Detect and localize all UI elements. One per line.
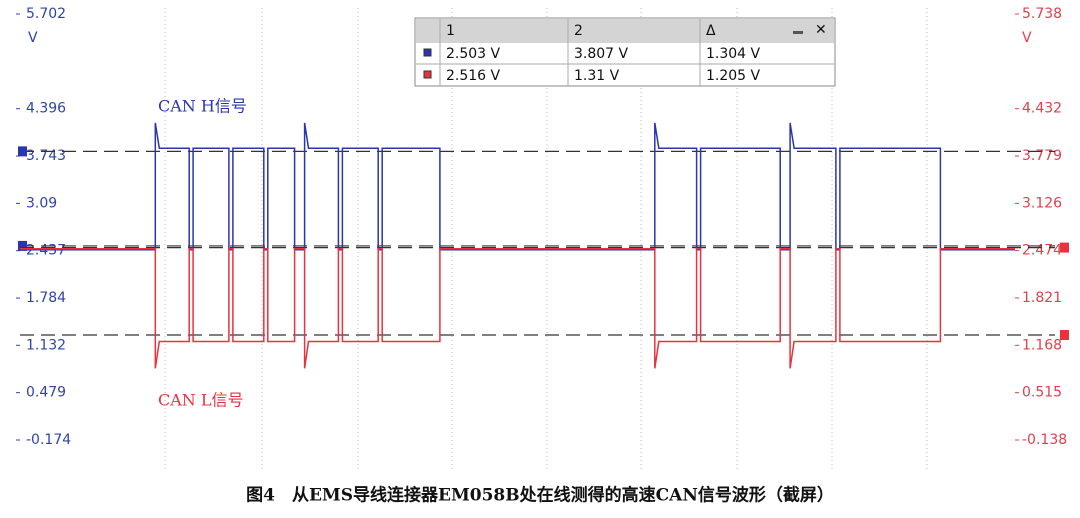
- table-header-cell: 2: [574, 23, 583, 39]
- caption: 图4 从EMS导线连接器EM058B处在线测得的高速CAN信号波形（截屏）: [246, 485, 834, 506]
- y-tick-label: 4.396: [26, 101, 66, 117]
- y-unit: V: [28, 30, 38, 46]
- table-header-cell: 1: [446, 23, 455, 39]
- row-color: [423, 48, 432, 57]
- y2-tick-label: 1.168: [1022, 337, 1062, 353]
- legend-entry: CAN L信号: [158, 391, 244, 410]
- waveform: [20, 122, 1015, 251]
- table-cell: 1.205 V: [706, 68, 761, 84]
- y2-tick-label: 3.779: [1022, 148, 1062, 164]
- table-header: [416, 19, 834, 41]
- waveform: [20, 247, 1015, 369]
- table-cell: 2.516 V: [446, 68, 501, 84]
- y2-tick-label: 3.126: [1022, 195, 1062, 211]
- table-cell: 1.31 V: [574, 68, 620, 84]
- cursor-marker: [18, 146, 27, 157]
- y-tick-label: 5.702: [26, 6, 66, 22]
- minimize-icon: [793, 31, 803, 34]
- cursor-table: 1 2 Δ ✕ 2.503 V 3.807 V 1.304 V 2.516 V 1.31 V 1.…: [414, 17, 836, 87]
- y2-tick-label: 4.432: [1022, 101, 1062, 117]
- y2-tick-label: 5.738: [1022, 6, 1062, 22]
- y-tick-label: 1.784: [26, 290, 66, 306]
- table-cell: 2.503 V: [446, 46, 501, 62]
- y2-tick-label: -0.138: [1022, 432, 1067, 448]
- y2-tick-label: 0.515: [1022, 385, 1062, 401]
- y-tick-label: 2.437: [26, 243, 66, 259]
- y2-tick-label: 1.821: [1022, 290, 1062, 306]
- y-tick-label: 1.132: [26, 337, 66, 353]
- y-tick-label: 0.479: [26, 385, 66, 401]
- y-tick-label: -0.174: [26, 432, 71, 448]
- y-tick-label: 3.743: [26, 148, 66, 164]
- row-color: [423, 70, 432, 79]
- y-tick-label: 3.09: [26, 195, 57, 211]
- table-cell: 1.304 V: [706, 46, 761, 62]
- y2-tick-label: 2.474: [1022, 243, 1062, 259]
- y2-unit: V: [1022, 30, 1032, 46]
- legend-entry: CAN H信号: [158, 97, 247, 116]
- cursor-marker: [1060, 242, 1069, 253]
- cursor-marker: [18, 240, 27, 251]
- cursor-marker: [1060, 330, 1069, 341]
- table-cell: 3.807 V: [574, 46, 629, 62]
- table-header-cell: Δ: [706, 23, 716, 39]
- close-icon: ✕: [815, 22, 827, 38]
